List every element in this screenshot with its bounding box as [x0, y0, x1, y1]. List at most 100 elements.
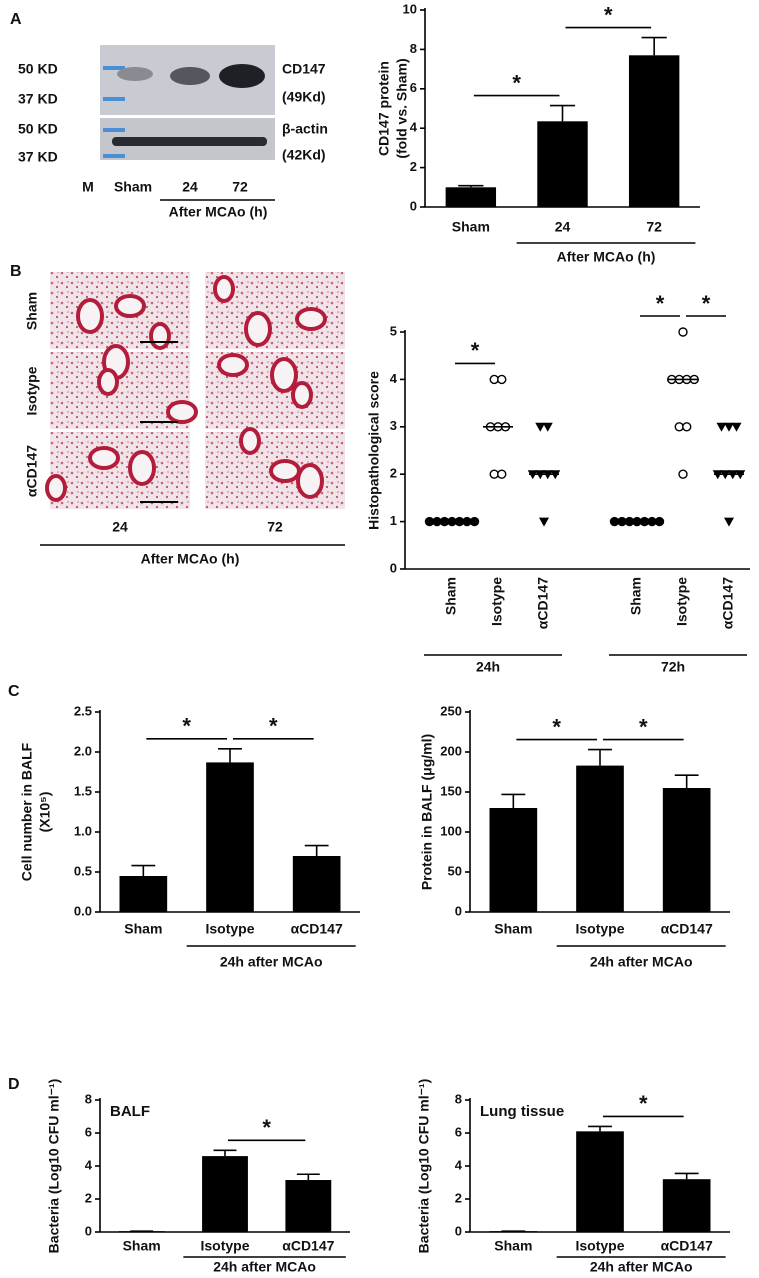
- y-axis-title: (X10⁵): [37, 792, 53, 833]
- bar: [202, 1156, 248, 1232]
- significance-label: *: [262, 1115, 271, 1140]
- y-tick-label: 10: [403, 1, 417, 16]
- bar: [576, 1131, 624, 1232]
- data-point: [535, 422, 546, 432]
- subtitle: BALF: [110, 1103, 150, 1120]
- y-tick-label: 0: [455, 1223, 462, 1238]
- bar: [628, 55, 680, 208]
- data-point: [682, 422, 692, 432]
- data-point: [542, 422, 553, 432]
- row-label: αCD147: [24, 445, 40, 497]
- panel-label: B: [10, 263, 22, 280]
- data-point: [497, 374, 507, 385]
- bar: [489, 808, 538, 912]
- histology: 24 72 After MCAo (h) Sham Isotype αCD147: [24, 272, 345, 567]
- group-label: 24h after MCAo: [220, 954, 323, 970]
- ladder-band: [103, 154, 125, 158]
- vessel: [45, 474, 67, 502]
- x-tick-label: αCD147: [661, 1238, 713, 1254]
- y-tick-label: 3: [390, 418, 397, 433]
- row-label: Sham: [24, 292, 40, 330]
- western-blot: 50 KD 37 KD 50 KD 37 KD CD147 (49Kd) β-a…: [18, 45, 328, 220]
- y-tick-label: 2.0: [74, 743, 92, 758]
- y-tick-label: 4: [390, 371, 398, 386]
- x-tick-label: Sham: [124, 921, 162, 937]
- y-tick-label: 50: [448, 863, 462, 878]
- y-axis-title: Bacteria (Log10 CFU ml⁻¹): [46, 1079, 62, 1254]
- x-tick-label: Isotype: [674, 577, 690, 626]
- data-point: [654, 516, 665, 527]
- lane-label: M: [82, 179, 94, 195]
- marker-label: 50 KD: [18, 121, 58, 137]
- data-point: [724, 517, 734, 527]
- x-tick-label: Isotype: [575, 921, 624, 937]
- x-tick-label: 72: [646, 219, 662, 235]
- y-tick-label: 6: [455, 1124, 462, 1139]
- vessel: [217, 353, 249, 377]
- vessel: [295, 307, 327, 331]
- histology-image: [50, 432, 190, 509]
- x-tick-label: αCD147: [535, 577, 551, 629]
- y-tick-label: 1.0: [74, 823, 92, 838]
- significance-label: *: [639, 1091, 648, 1116]
- data-point: [724, 422, 734, 432]
- y-tick-label: 6: [410, 80, 417, 95]
- group-label: 72h: [661, 659, 685, 675]
- vessel: [114, 294, 146, 318]
- vessel: [296, 463, 324, 499]
- lane-label: Sham: [114, 179, 152, 195]
- ladder-band: [103, 97, 125, 101]
- data-point: [678, 327, 688, 337]
- bar: [662, 788, 711, 912]
- panel-label: D: [8, 1076, 20, 1093]
- data-point: [424, 516, 435, 527]
- group-label: After MCAo (h): [557, 249, 656, 265]
- y-tick-label: 1.5: [74, 783, 92, 798]
- y-tick-label: 0: [85, 1223, 92, 1238]
- x-tick-label: Sham: [443, 577, 459, 615]
- x-tick-label: αCD147: [291, 921, 343, 937]
- y-tick-label: 0.0: [74, 903, 92, 918]
- y-tick-label: 0.5: [74, 863, 92, 878]
- y-tick-label: 1: [390, 513, 397, 528]
- y-axis-title: CD147 protein: [376, 61, 392, 156]
- group-label: 24h after MCAo: [213, 1259, 316, 1275]
- significance-label: *: [512, 70, 521, 95]
- lane-label: 24: [182, 179, 198, 195]
- y-tick-label: 100: [440, 823, 462, 838]
- y-tick-label: 5: [390, 323, 397, 338]
- y-tick-label: 2: [390, 466, 397, 481]
- y-tick-label: 2: [85, 1190, 92, 1205]
- x-tick-label: αCD147: [720, 577, 736, 629]
- data-point: [539, 517, 549, 527]
- group-label: 24h after MCAo: [590, 954, 693, 970]
- y-tick-label: 4: [455, 1157, 463, 1172]
- vessel: [239, 427, 261, 455]
- column-label: 24: [112, 519, 128, 535]
- vessel: [149, 322, 171, 350]
- ladder-band: [103, 128, 125, 132]
- x-tick-label: αCD147: [661, 921, 713, 937]
- x-tick-label: Sham: [123, 1238, 161, 1254]
- y-tick-label: 4: [410, 120, 418, 135]
- data-point: [716, 422, 727, 432]
- x-tick-label: Sham: [494, 1238, 532, 1254]
- blot-band: [170, 67, 210, 85]
- y-tick-label: 250: [440, 703, 462, 718]
- row-label: Isotype: [24, 366, 40, 415]
- y-tick-label: 8: [410, 41, 417, 56]
- vessel: [291, 381, 313, 409]
- group-label: After MCAo (h): [141, 551, 240, 567]
- y-tick-label: 0: [410, 198, 417, 213]
- y-tick-label: 0: [455, 903, 462, 918]
- vessel: [269, 459, 301, 483]
- bar: [206, 762, 254, 912]
- vessel: [128, 450, 156, 486]
- vessel: [270, 357, 298, 393]
- blot-band: [219, 64, 265, 88]
- bar: [662, 1179, 711, 1232]
- x-tick-label: 24: [555, 219, 571, 235]
- y-tick-label: 8: [455, 1091, 462, 1106]
- vessel: [166, 400, 198, 424]
